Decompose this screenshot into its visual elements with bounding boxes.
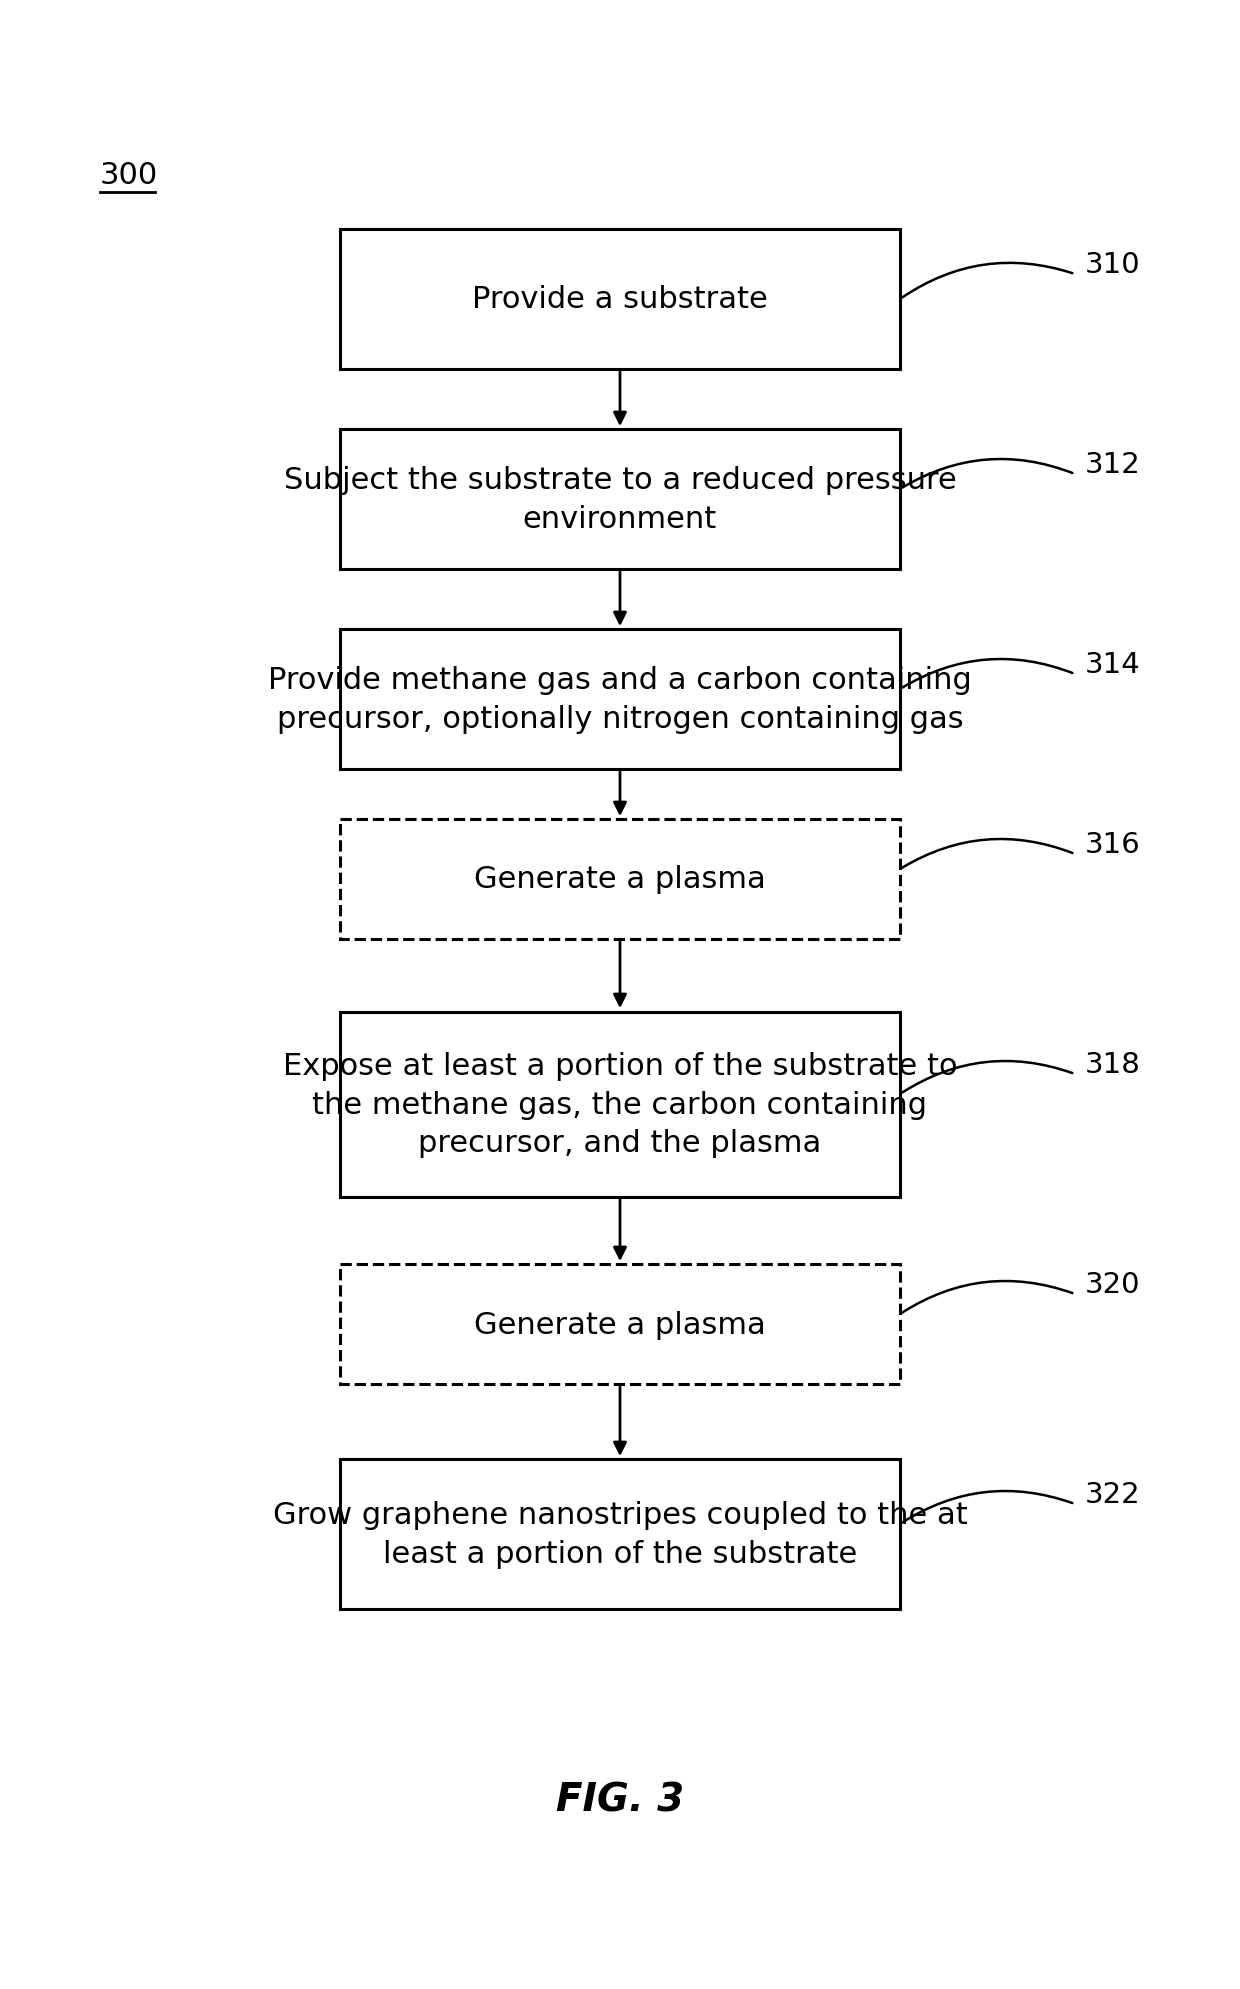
Bar xyxy=(340,231,900,370)
Bar xyxy=(340,1460,900,1609)
Text: 314: 314 xyxy=(1085,650,1141,678)
Text: Provide methane gas and a carbon containing
precursor, optionally nitrogen conta: Provide methane gas and a carbon contain… xyxy=(268,666,972,734)
Text: 310: 310 xyxy=(1085,251,1141,278)
Text: Subject the substrate to a reduced pressure
environment: Subject the substrate to a reduced press… xyxy=(284,465,956,533)
Text: Expose at least a portion of the substrate to
the methane gas, the carbon contai: Expose at least a portion of the substra… xyxy=(283,1052,957,1158)
Text: 320: 320 xyxy=(1085,1271,1141,1299)
Bar xyxy=(340,430,900,569)
Bar xyxy=(340,631,900,770)
Text: 318: 318 xyxy=(1085,1050,1141,1078)
Text: Grow graphene nanostripes coupled to the at
least a portion of the substrate: Grow graphene nanostripes coupled to the… xyxy=(273,1500,967,1567)
Text: Provide a substrate: Provide a substrate xyxy=(472,284,768,314)
Bar xyxy=(340,1265,900,1384)
Text: 300: 300 xyxy=(100,161,159,189)
Text: 316: 316 xyxy=(1085,831,1141,859)
Text: 312: 312 xyxy=(1085,452,1141,479)
Bar xyxy=(340,1012,900,1197)
Text: Generate a plasma: Generate a plasma xyxy=(474,865,766,893)
Bar xyxy=(340,819,900,939)
Text: FIG. 3: FIG. 3 xyxy=(556,1780,684,1818)
Text: Generate a plasma: Generate a plasma xyxy=(474,1311,766,1339)
Text: 322: 322 xyxy=(1085,1480,1141,1508)
